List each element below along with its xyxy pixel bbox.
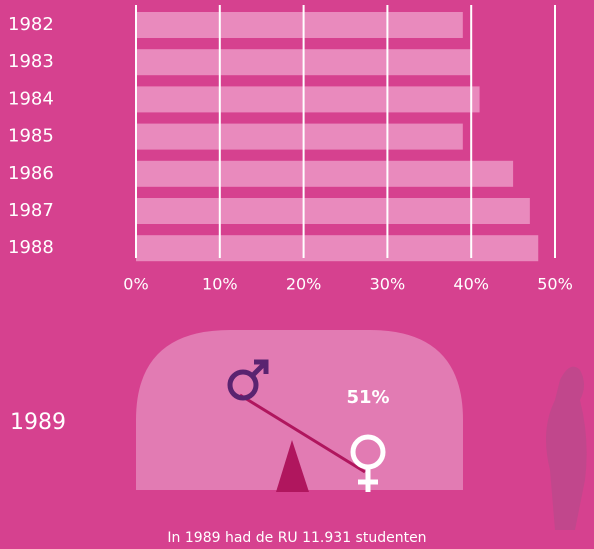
- percent-label: 51%: [346, 387, 389, 408]
- male-symbol: [227, 359, 269, 401]
- y-tick-label: 1987: [8, 200, 54, 221]
- bar: [136, 160, 514, 187]
- x-tick-label: 40%: [453, 275, 489, 294]
- y-tick-label: 1985: [8, 126, 54, 147]
- bar: [136, 123, 463, 150]
- x-tick-label: 10%: [202, 275, 238, 294]
- female-symbol: [350, 434, 386, 492]
- y-tick-label: 1986: [8, 163, 54, 184]
- silhouette: [546, 366, 587, 530]
- x-tick-label: 20%: [286, 275, 322, 294]
- seesaw-pivot: [276, 440, 309, 492]
- bar: [136, 86, 480, 113]
- y-tick-label: 1984: [8, 88, 54, 109]
- bar: [136, 235, 539, 262]
- caption: In 1989 had de RU 11.931 studenten: [167, 530, 426, 546]
- year-label: 1989: [10, 410, 66, 435]
- x-tick-label: 30%: [370, 275, 406, 294]
- x-tick-label: 50%: [537, 275, 573, 294]
- y-tick-label: 1983: [8, 51, 54, 72]
- bar: [136, 12, 463, 38]
- bar: [136, 198, 530, 224]
- y-tick-label: 1982: [8, 14, 54, 35]
- seesaw-beam: [239, 393, 366, 474]
- y-tick-label: 1988: [8, 237, 54, 258]
- balance-illustration: [136, 330, 587, 530]
- x-tick-label: 0%: [123, 275, 148, 294]
